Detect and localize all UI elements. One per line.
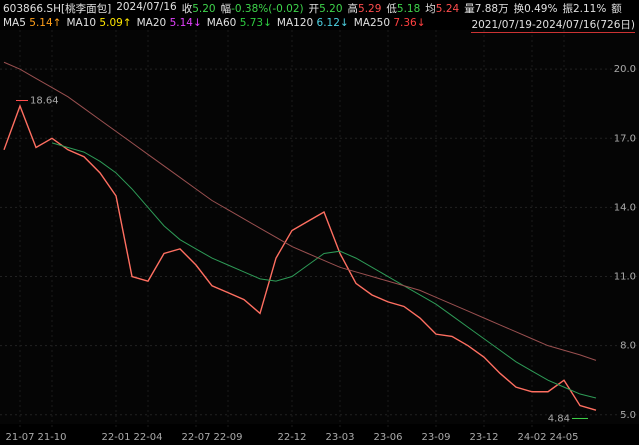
quote-item: 额 — [611, 1, 622, 16]
quote-label: 振 — [562, 3, 573, 15]
stock-code: 603866.SH[桃李面包] — [3, 3, 112, 15]
y-tick-label: 14.0 — [614, 202, 636, 213]
x-tick-label: 23-12 — [469, 432, 498, 443]
x-tick-label: 22-12 — [277, 432, 306, 443]
y-tick-label: 11.0 — [614, 272, 636, 283]
quote-row: 603866.SH[桃李面包] 2024/07/16 收5.20 幅-0.38%(… — [3, 1, 622, 16]
ma-item: MA250 7.36↓ — [354, 17, 426, 29]
x-tick-label: 22-07 — [181, 432, 210, 443]
x-tick-label: 23-06 — [373, 432, 402, 443]
quote-item: 开5.20 — [309, 1, 343, 16]
quote-item: 振2.11% — [562, 1, 606, 16]
ma-name: MA250 — [353, 17, 391, 29]
ma-value: 5.14↓ — [169, 17, 202, 29]
quote-value: 5.29 — [358, 3, 382, 15]
quote-item: 均5.24 — [425, 1, 459, 16]
x-tick-label: 24-05 — [549, 432, 578, 443]
ma-item: MA20 5.14↓ — [137, 17, 202, 29]
x-tick-label: 23-09 — [421, 432, 450, 443]
ma-item: MA60 5.73↓ — [207, 17, 272, 29]
x-tick-label: 21-07 — [5, 432, 34, 443]
quote-value: 2.11% — [572, 3, 607, 15]
quote-value: 0.49% — [524, 3, 558, 15]
quote-value: -0.38%(-0.02) — [231, 3, 304, 15]
quote-item: 收5.20 — [182, 1, 216, 16]
quote-item: 低5.18 — [386, 1, 420, 16]
quote-value: 5.18 — [396, 3, 421, 15]
y-tick-label: 20.0 — [614, 64, 636, 75]
low-label: 4.84 — [548, 413, 570, 424]
ma-item: MA10 5.09↑ — [66, 17, 131, 29]
x-tick-label: 21-10 — [37, 432, 66, 443]
ma-name: MA120 — [276, 17, 314, 29]
ma-value: 7.36↓ — [393, 17, 426, 29]
quote-label: 收 — [181, 3, 193, 15]
plot-area — [0, 30, 639, 424]
quote-value: 5.20 — [319, 3, 343, 15]
quote-item: 幅-0.38%(-0.02) — [221, 1, 304, 16]
ma-item: MA5 5.14↑ — [3, 17, 61, 29]
high-label: 18.64 — [30, 96, 59, 107]
ma-value: 5.73↓ — [239, 17, 272, 29]
quote-label: 均 — [425, 3, 436, 15]
quote-value: 7.88万 — [474, 3, 509, 15]
quote-label: 换 — [513, 3, 525, 15]
quote-label: 低 — [386, 3, 397, 15]
quote-label: 幅 — [220, 3, 232, 15]
ma-name: MA20 — [136, 17, 167, 29]
quote-value: 5.20 — [192, 3, 216, 15]
ma-value: 5.09↑ — [99, 17, 132, 29]
price-line — [51, 142, 597, 399]
ma-name: MA10 — [66, 17, 97, 29]
x-tick-label: 22-01 — [101, 432, 130, 443]
quote-label: 高 — [347, 3, 359, 15]
y-tick-label: 8.0 — [620, 341, 636, 352]
ma-item: MA120 6.12↓ — [277, 17, 349, 29]
ma-name: MA60 — [206, 17, 237, 29]
ma-value: 6.12↓ — [316, 17, 349, 29]
quote-label: 开 — [308, 3, 320, 15]
y-tick-label: 17.0 — [614, 133, 636, 144]
ma-value: 5.14↑ — [29, 17, 62, 29]
date-range[interactable]: 2021/07/19-2024/07/16(726日) — [471, 19, 635, 33]
quote-label: 量 — [464, 3, 475, 15]
price-line — [3, 61, 597, 361]
price-line — [3, 104, 597, 411]
x-tick-label: 22-09 — [213, 432, 242, 443]
quote-item: 量7.88万 — [464, 1, 508, 16]
quote-item: 高5.29 — [348, 1, 382, 16]
x-tick-label: 22-04 — [133, 432, 162, 443]
quote-value: 5.24 — [435, 3, 460, 15]
quote-label: 额 — [611, 3, 622, 15]
ma-legend: MA5 5.14↑ MA10 5.09↑ MA20 5.14↓ MA60 5.73↓ M… — [3, 17, 426, 29]
x-tick-label: 23-03 — [325, 432, 354, 443]
ma-name: MA5 — [3, 17, 26, 29]
x-tick-label: 24-02 — [517, 432, 546, 443]
quote-date: 2024/07/16 — [116, 1, 177, 13]
quote-item: 换0.49% — [514, 1, 558, 16]
y-tick-label: 5.0 — [620, 410, 636, 421]
